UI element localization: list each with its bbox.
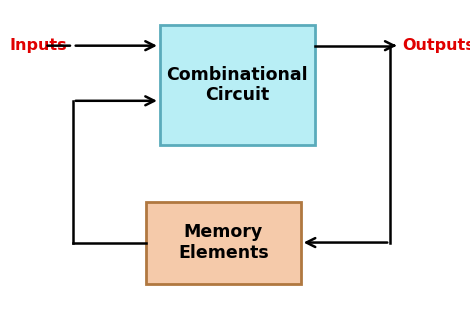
Bar (146, 202, 301, 284)
Text: Memory
Elements: Memory Elements (178, 223, 269, 262)
Bar (160, 25, 315, 145)
Text: Outputs: Outputs (402, 38, 470, 53)
Text: Combinational
Circuit: Combinational Circuit (166, 66, 308, 105)
Text: Inputs: Inputs (9, 38, 67, 53)
